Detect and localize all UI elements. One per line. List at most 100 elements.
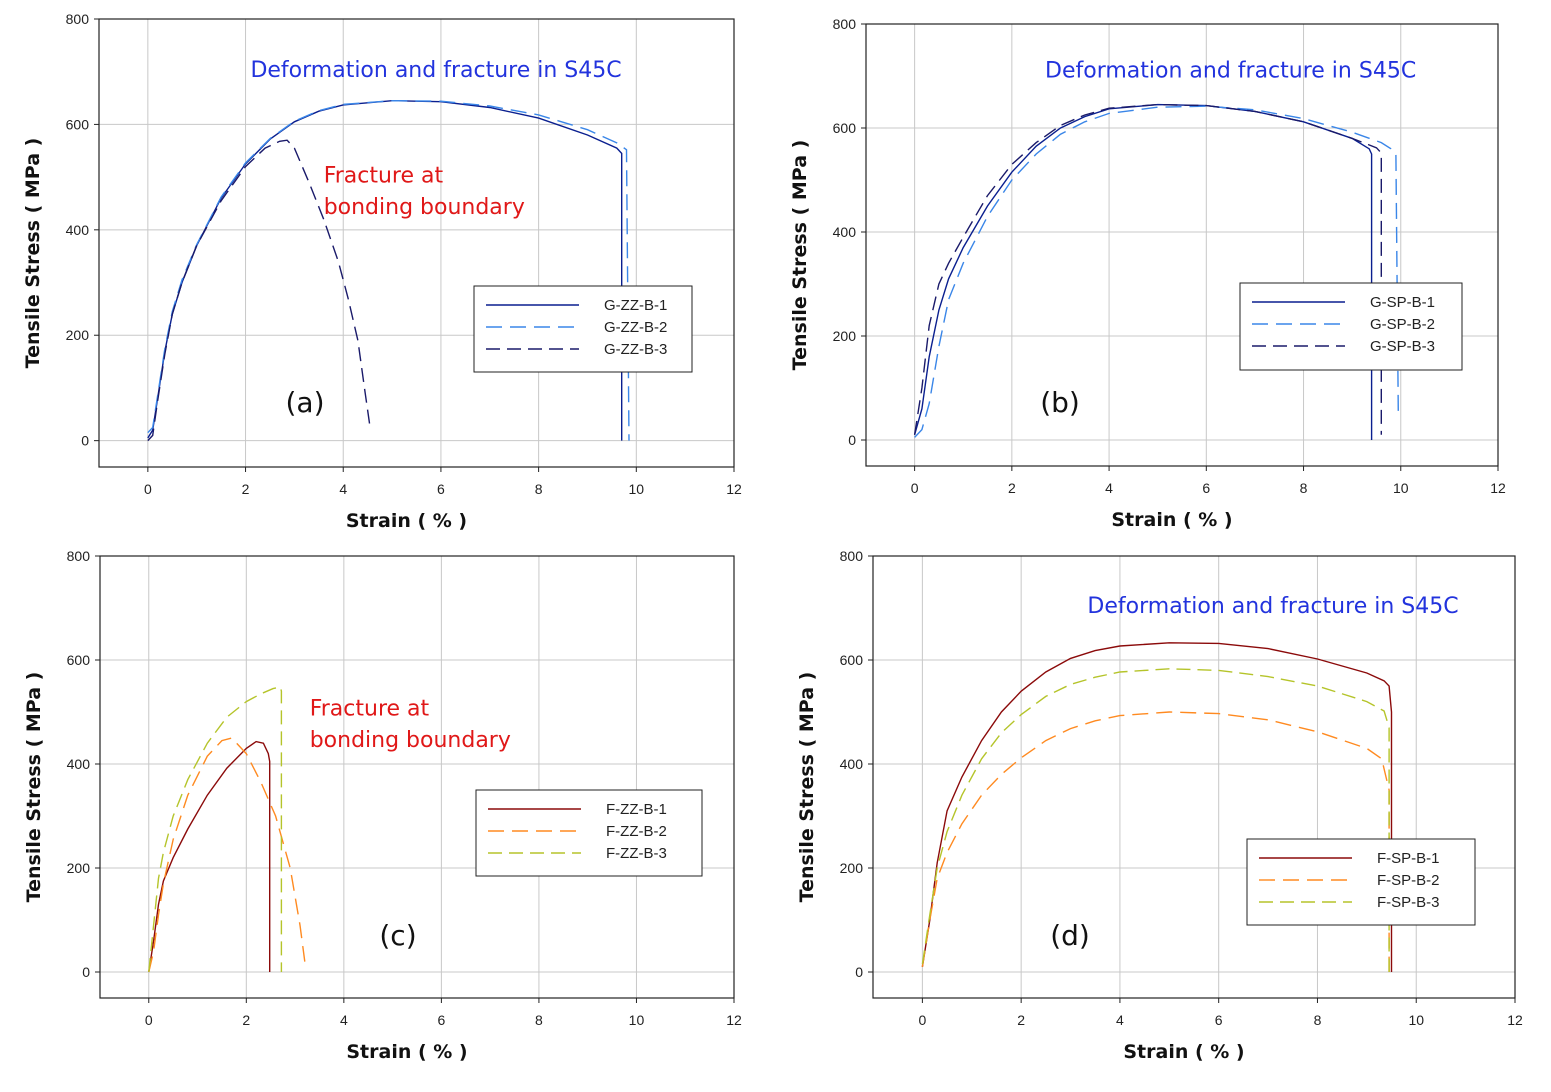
x-axis-title: Strain ( % ) xyxy=(346,510,467,532)
series-line-F-ZZ-B-1 xyxy=(148,740,271,973)
x-tick-label: 6 xyxy=(437,481,445,497)
x-tick-label: 4 xyxy=(1116,1012,1124,1028)
x-tick-label: 6 xyxy=(1215,1012,1223,1028)
plot-frame xyxy=(872,555,1516,999)
annotation-fracture: Fracture at xyxy=(324,163,444,188)
series-line-F-ZZ-B-3 xyxy=(148,686,283,973)
x-tick-label: 4 xyxy=(339,481,347,497)
plot-frame xyxy=(99,555,735,999)
y-tick-label: 600 xyxy=(67,652,91,668)
y-tick-label: 600 xyxy=(833,120,857,136)
x-tick-label: 0 xyxy=(911,480,919,496)
legend-entry: G-ZZ-B-1 xyxy=(604,297,667,314)
y-tick-label: 400 xyxy=(833,224,857,240)
x-tick-label: 8 xyxy=(1300,480,1308,496)
y-tick-label: 600 xyxy=(840,652,864,668)
y-axis-title: Tensile Stress ( MPa ) xyxy=(796,672,818,903)
legend: G-SP-B-1 G-SP-B-2 G-SP-B-3 xyxy=(1239,282,1463,371)
legend: F-ZZ-B-1 F-ZZ-B-2 F-ZZ-B-3 xyxy=(475,789,703,877)
x-tick-label: 4 xyxy=(340,1012,348,1028)
series-line-G-ZZ-B-2 xyxy=(147,99,630,441)
x-tick-label: 10 xyxy=(1393,480,1409,496)
y-tick-label: 0 xyxy=(848,432,856,448)
y-tick-label: 800 xyxy=(67,548,91,564)
chart-panel-3: 0 2 4 6 8 10 12 0 200 400 600 800 Strain ( % ) Tensil… xyxy=(23,548,742,1063)
y-axis-title: Tensile Stress ( MPa ) xyxy=(789,140,811,371)
x-tick-label: 0 xyxy=(918,1012,926,1028)
y-tick-label: 400 xyxy=(67,756,91,772)
x-tick-label: 10 xyxy=(629,1012,645,1028)
annotation-deformation: Deformation and fracture in S45C xyxy=(1045,59,1416,84)
y-tick-label: 400 xyxy=(840,756,864,772)
y-tick-label: 0 xyxy=(82,964,90,980)
legend-entry: G-ZZ-B-3 xyxy=(604,341,667,358)
annotation-fracture: Fracture at xyxy=(310,697,430,722)
legend-box xyxy=(1246,838,1476,926)
x-tick-label: 6 xyxy=(437,1012,445,1028)
y-axis-title: Tensile Stress ( MPa ) xyxy=(23,672,45,903)
series-line-F-SP-B-1 xyxy=(921,642,1393,972)
x-tick-label: 0 xyxy=(144,481,152,497)
legend-entry: F-ZZ-B-1 xyxy=(606,801,667,818)
legend-entry: G-SP-B-3 xyxy=(1370,338,1435,355)
panel-label: (d) xyxy=(1050,919,1090,952)
plot-frame xyxy=(98,18,735,468)
y-tick-label: 400 xyxy=(66,222,90,238)
x-tick-label: 12 xyxy=(1507,1012,1523,1028)
series-line-G-ZZ-B-1 xyxy=(147,99,623,441)
series-line-F-SP-B-2 xyxy=(921,711,1390,972)
legend: F-SP-B-1 F-SP-B-2 F-SP-B-3 xyxy=(1246,838,1476,926)
annotation-deformation: Deformation and fracture in S45C xyxy=(250,58,621,83)
legend-entry: F-SP-B-1 xyxy=(1377,850,1440,867)
series-line-G-SP-B-2 xyxy=(914,105,1400,438)
x-tick-label: 10 xyxy=(1408,1012,1424,1028)
x-axis-title: Strain ( % ) xyxy=(1111,509,1232,531)
y-tick-label: 200 xyxy=(66,327,90,343)
y-tick-label: 200 xyxy=(840,860,864,876)
x-axis-title: Strain ( % ) xyxy=(346,1041,467,1063)
x-axis-title: Strain ( % ) xyxy=(1123,1041,1244,1063)
panel-label: (c) xyxy=(379,919,416,952)
chart-panel-2: 0 2 4 6 8 10 12 0 200 400 600 800 Strain ( % ) Tensil… xyxy=(789,16,1506,531)
legend-box xyxy=(473,285,693,373)
legend: G-ZZ-B-1 G-ZZ-B-2 G-ZZ-B-3 xyxy=(473,285,693,373)
x-tick-label: 6 xyxy=(1202,480,1210,496)
x-tick-label: 8 xyxy=(535,481,543,497)
legend-entry: G-SP-B-2 xyxy=(1370,316,1435,333)
panel-label: (b) xyxy=(1040,386,1080,419)
y-axis-title: Tensile Stress ( MPa ) xyxy=(22,138,44,369)
x-tick-label: 12 xyxy=(1490,480,1506,496)
y-tick-label: 800 xyxy=(840,548,864,564)
x-tick-label: 10 xyxy=(629,481,645,497)
series-line-G-SP-B-1 xyxy=(913,103,1373,440)
y-tick-label: 600 xyxy=(66,116,90,132)
x-tick-label: 2 xyxy=(242,481,250,497)
x-tick-label: 2 xyxy=(242,1012,250,1028)
annotation-deformation: Deformation and fracture in S45C xyxy=(1087,594,1458,619)
series-line-F-ZZ-B-2 xyxy=(148,737,306,973)
y-tick-label: 0 xyxy=(855,964,863,980)
x-tick-label: 4 xyxy=(1105,480,1113,496)
y-tick-label: 200 xyxy=(833,328,857,344)
legend-box xyxy=(475,789,703,877)
y-tick-label: 0 xyxy=(81,433,89,449)
y-tick-label: 800 xyxy=(66,11,90,27)
legend-entry: F-SP-B-2 xyxy=(1377,872,1440,889)
x-tick-label: 2 xyxy=(1008,480,1016,496)
annotation-fracture: bonding boundary xyxy=(324,195,525,220)
x-tick-label: 8 xyxy=(535,1012,543,1028)
x-tick-label: 0 xyxy=(145,1012,153,1028)
x-tick-label: 2 xyxy=(1017,1012,1025,1028)
x-tick-label: 12 xyxy=(726,481,742,497)
legend-box xyxy=(1239,282,1463,371)
series-line-G-ZZ-B-3 xyxy=(147,139,371,442)
series-line-G-SP-B-3 xyxy=(913,103,1383,435)
series-line-F-SP-B-3 xyxy=(921,668,1390,972)
panel-label: (a) xyxy=(285,386,324,419)
legend-entry: F-SP-B-3 xyxy=(1377,894,1440,911)
chart-panel-1: 0 2 4 6 8 10 12 0 200 400 600 800 Strain ( % ) Tensil… xyxy=(22,11,742,532)
x-tick-label: 8 xyxy=(1314,1012,1322,1028)
chart-panel-4: 0 2 4 6 8 10 12 0 200 400 600 800 Strain ( % ) Tensil… xyxy=(796,548,1523,1063)
legend-entry: G-ZZ-B-2 xyxy=(604,319,667,336)
